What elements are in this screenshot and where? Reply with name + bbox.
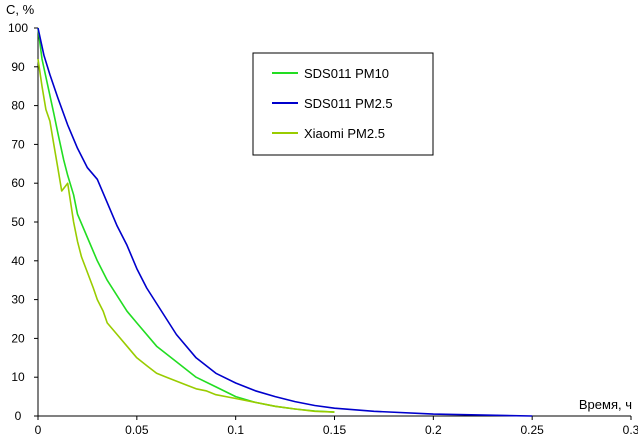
legend-label-2: SDS011 PM2.5	[304, 96, 393, 111]
y-tick-label: 50	[11, 215, 25, 229]
chart-series	[37, 27, 533, 417]
x-tick-label: 0	[35, 423, 42, 437]
x-tick-label: 0.05	[125, 423, 149, 437]
y-tick-label: 60	[11, 176, 25, 190]
legend-label-3: Xiaomi PM2.5	[304, 126, 385, 141]
y-tick-label: 20	[11, 331, 25, 345]
series-line-3	[37, 58, 335, 413]
x-axis-title: Время, ч	[579, 397, 632, 412]
y-tick-label: 100	[8, 21, 28, 35]
x-tick-label: 0.25	[520, 423, 544, 437]
y-tick-label: 40	[11, 254, 25, 268]
series-line-2	[37, 27, 533, 417]
x-tick-label: 0.15	[323, 423, 347, 437]
y-tick-label: 30	[11, 293, 25, 307]
y-tick-label: 90	[11, 60, 25, 74]
y-tick-label: 70	[11, 137, 25, 151]
y-axis-title: С, %	[6, 2, 35, 17]
chart-legend: SDS011 PM10 SDS011 PM2.5 Xiaomi PM2.5	[252, 52, 434, 156]
x-tick-label: 0.1	[227, 423, 244, 437]
x-tick-label: 0.3	[623, 423, 638, 437]
legend-label-1: SDS011 PM10	[304, 66, 389, 81]
y-tick-label: 0	[15, 409, 22, 423]
chart-ticks: 0 10 20 30 40 50 60 70 80 90 100 0 0.05 0.1 0.15 0.2 0.2…	[8, 21, 638, 437]
x-tick-label: 0.2	[425, 423, 442, 437]
y-tick-label: 80	[11, 99, 25, 113]
y-tick-label: 10	[11, 370, 25, 384]
